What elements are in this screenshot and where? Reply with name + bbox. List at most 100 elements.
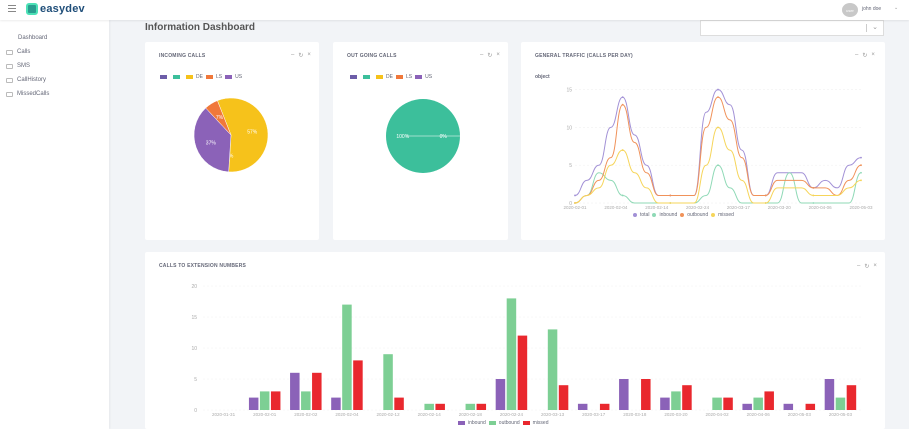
legend-label[interactable]: inbound [468,420,486,426]
select-divider [866,24,867,32]
bar-missed [312,372,322,410]
card-title: GENERAL TRAFFIC (CALLS PER DAY) [535,53,633,59]
legend-label[interactable]: missed [718,212,734,218]
minimize-icon[interactable]: – [855,52,859,58]
bar-outbound [547,329,558,410]
slice-label: 57% [247,130,258,136]
x-tick-label: 2020-02-04 [604,205,628,210]
data-point [717,126,719,129]
x-tick-label: 2020-02-02 [294,412,318,417]
filter-select[interactable]: ⌄ [700,20,884,36]
legend-label[interactable]: inbound [659,212,678,218]
data-point [860,171,862,174]
bar-inbound [824,379,835,410]
avatar[interactable]: user [842,3,858,17]
traffic-line-chart: object 0 5 10 15 2020-02-01 2020-02-04 2020-02-… [535,74,873,210]
legend-label[interactable]: DE [196,74,203,80]
bar-outbound [383,354,393,410]
bar-missed [558,385,569,410]
legend-label[interactable]: missed [532,420,549,426]
legend-swatch [363,75,370,79]
series-line-total [574,89,862,196]
refresh-icon[interactable]: ↻ [298,53,304,59]
legend-label[interactable]: LS [215,74,223,80]
chevron-down-icon[interactable]: ⌄ [872,24,878,31]
bar-missed [764,391,774,410]
x-tick-label: 2020-02-01 [253,412,277,417]
sidebar-item-dashboard[interactable]: Dashboard [18,35,47,41]
x-tick-label: 2020-02-18 [459,412,483,417]
sidebar-item-missedcalls[interactable]: MissedCalls [6,91,49,97]
bar-missed [517,335,528,410]
x-tick-label: 2020-02-04 [335,412,359,417]
close-icon[interactable]: × [871,52,875,58]
sidebar-item-label: SMS [17,63,31,69]
bar-missed [846,385,857,410]
minimize-icon[interactable]: – [480,52,484,58]
brand-logo[interactable]: easydev [26,3,85,15]
bar-outbound [342,304,352,410]
legend-label[interactable]: outbound [687,212,709,218]
sidebar-item-callhistory[interactable]: CallHistory [6,77,46,83]
bar-missed [353,360,363,410]
card-title: OUT GOING CALLS [347,53,397,59]
chevron-down-icon[interactable]: ⌄ [894,5,899,11]
x-tick-label: 2020-02-14 [418,412,442,417]
sidebar-item-label: Calls [17,49,31,55]
legend-label[interactable]: outbound [498,420,520,426]
extension-calls-card: CALLS TO EXTENSION NUMBERS – ↻ × 0 5 10 15 2… [145,252,885,429]
bar-missed [641,379,651,410]
bar-inbound [495,379,506,410]
x-tick-label: 2020-05-03 [788,412,812,417]
sidebar-item-label: MissedCalls [17,91,50,97]
legend-label[interactable]: US [425,74,433,80]
legend-label[interactable]: total [640,212,650,218]
card-tools: – ↻ × [857,263,877,270]
phone-icon [6,49,13,55]
legend-swatch [711,213,716,217]
refresh-icon[interactable]: ↻ [862,53,868,59]
legend-swatch [205,75,213,79]
y-tick-label: 0 [569,201,572,207]
legend-swatch [680,213,685,217]
page-title: Information Dashboard [145,22,256,33]
chart-legend: DE LS US [160,74,245,80]
data-point [717,164,719,167]
refresh-icon[interactable]: ↻ [864,264,870,270]
sidebar-item-label: CallHistory [17,77,47,83]
user-name[interactable]: john doe [862,6,882,12]
close-icon[interactable]: × [496,52,500,58]
bar-outbound [465,403,476,410]
data-point [812,186,815,189]
menu-icon[interactable] [8,5,16,13]
y-tick-label: 15 [566,88,572,94]
minimize-icon[interactable]: – [291,52,295,58]
data-point [621,194,624,197]
refresh-icon[interactable]: ↻ [487,53,493,59]
legend-swatch [225,75,233,79]
x-tick-label: 2020-02-01 [563,205,587,210]
bar-inbound [577,403,588,410]
y-tick-label: 10 [566,125,572,131]
data-point [717,96,719,99]
brand-name: easydev [40,3,85,15]
bar-outbound [835,397,846,410]
close-icon[interactable]: × [873,263,877,269]
bar-inbound [742,403,752,410]
bar-outbound [259,391,270,410]
legend-swatch [395,75,403,79]
x-tick-label: 2020-05-03 [829,412,853,417]
legend-label[interactable]: US [235,74,243,80]
legend-label[interactable]: LS [405,74,413,80]
x-tick-label: 2020-04-06 [747,412,771,417]
data-point [574,202,576,204]
minimize-icon[interactable]: – [857,263,861,269]
legend-swatch [376,75,383,79]
card-tools: – ↻ × [480,52,500,59]
legend-swatch [160,75,167,79]
close-icon[interactable]: × [307,52,311,58]
slice-label: 37% [206,140,217,146]
legend-label[interactable]: DE [386,74,393,80]
sidebar-item-sms[interactable]: SMS [6,63,30,69]
sidebar-item-calls[interactable]: Calls [6,49,30,55]
